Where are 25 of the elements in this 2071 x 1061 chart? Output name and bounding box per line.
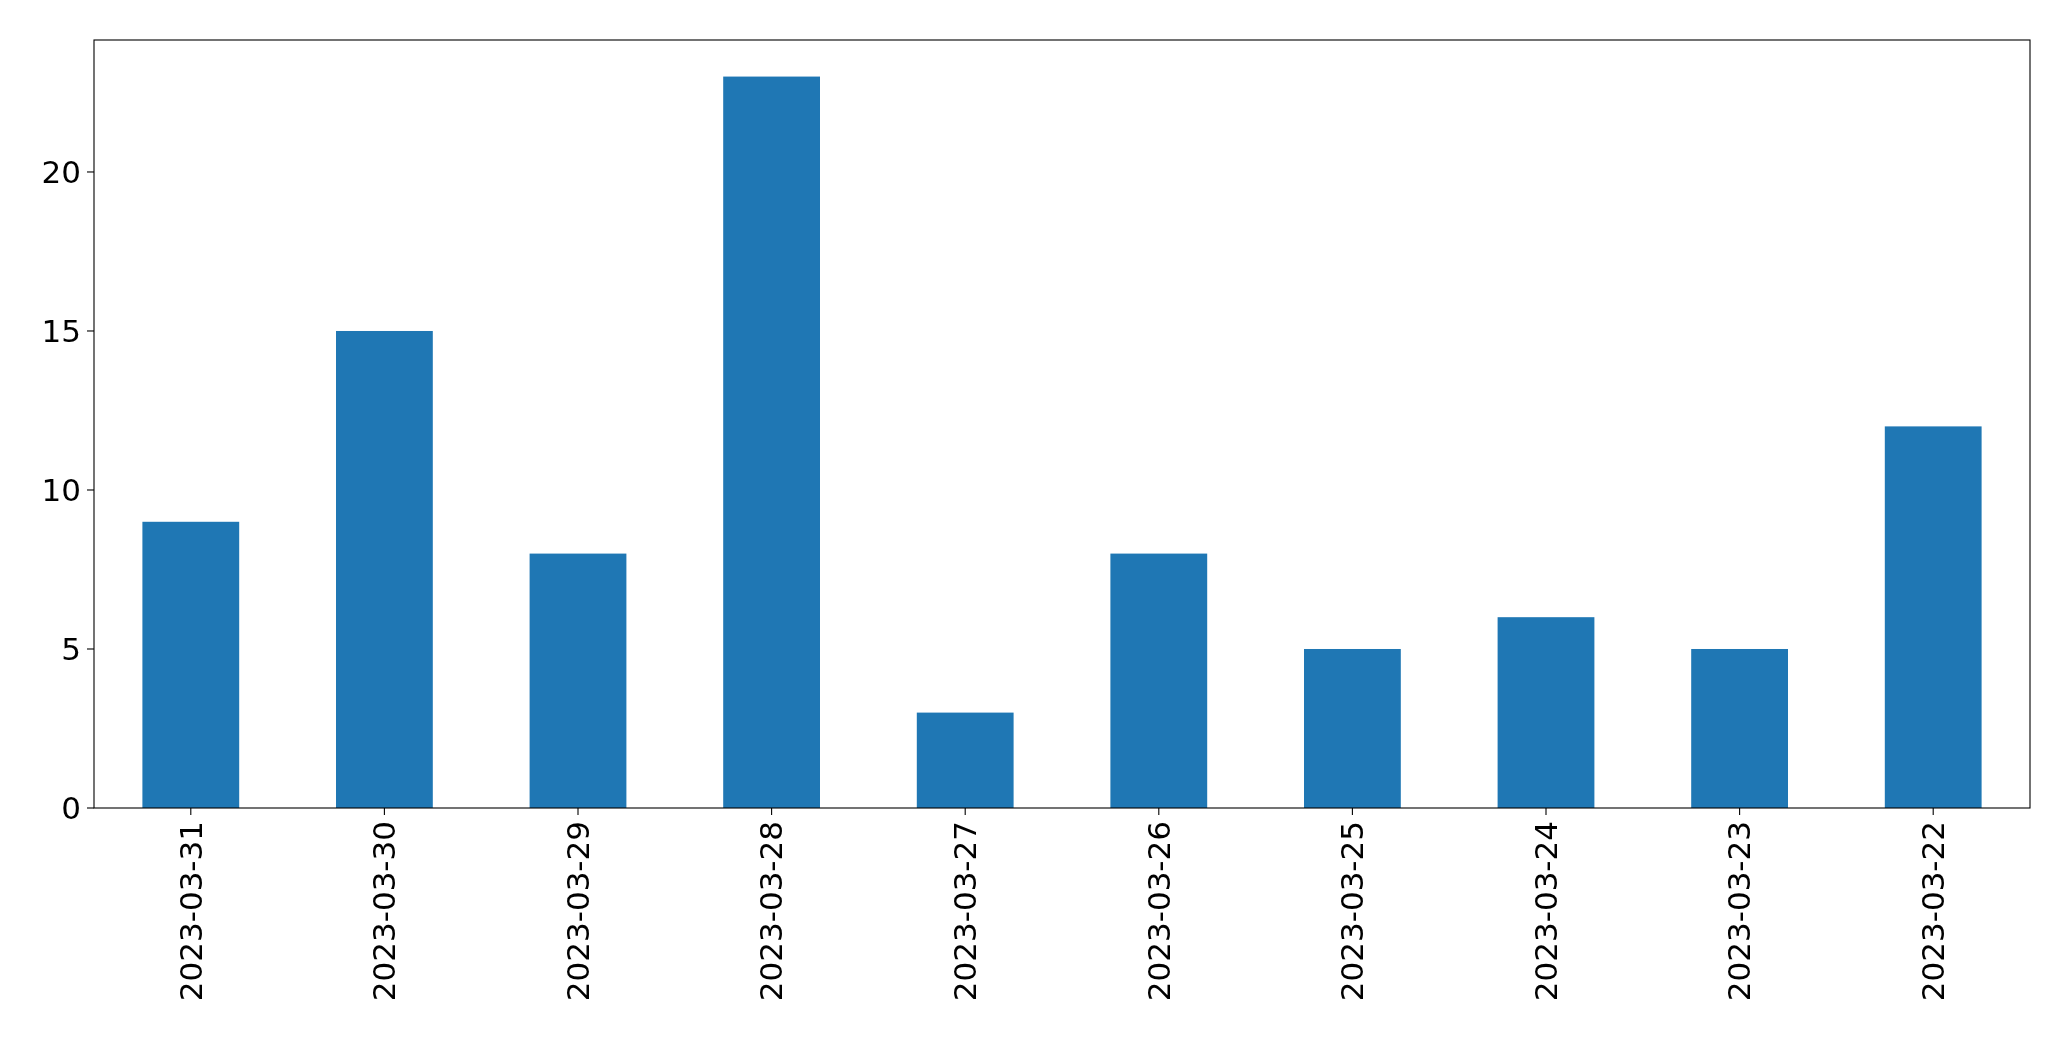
y-tick-label: 10 <box>41 471 81 508</box>
bar <box>1110 553 1208 808</box>
x-tick-label: 2023-03-26 <box>1140 821 1177 1002</box>
y-tick-label: 0 <box>61 789 81 826</box>
y-tick-label: 15 <box>41 312 81 349</box>
x-tick-label: 2023-03-29 <box>559 821 596 1002</box>
bar <box>1304 648 1401 808</box>
x-tick-label: 2023-03-25 <box>1334 821 1371 1002</box>
bar <box>336 330 433 808</box>
bar <box>723 76 820 808</box>
bar <box>1884 426 1982 808</box>
bar <box>529 553 627 808</box>
x-tick-label: 2023-03-22 <box>1915 821 1952 1002</box>
y-tick-label: 20 <box>41 153 81 190</box>
x-tick-label: 2023-03-27 <box>947 821 984 1002</box>
x-tick-label: 2023-03-30 <box>366 821 403 1002</box>
x-tick-label: 2023-03-31 <box>172 821 209 1002</box>
x-tick-label: 2023-03-28 <box>753 821 790 1002</box>
x-tick-label: 2023-03-24 <box>1527 821 1564 1002</box>
bar <box>916 712 1014 808</box>
bar <box>1691 648 1788 808</box>
bar <box>1497 617 1595 808</box>
x-tick-label: 2023-03-23 <box>1721 821 1758 1002</box>
bar <box>142 521 240 808</box>
y-tick-label: 5 <box>61 630 81 667</box>
